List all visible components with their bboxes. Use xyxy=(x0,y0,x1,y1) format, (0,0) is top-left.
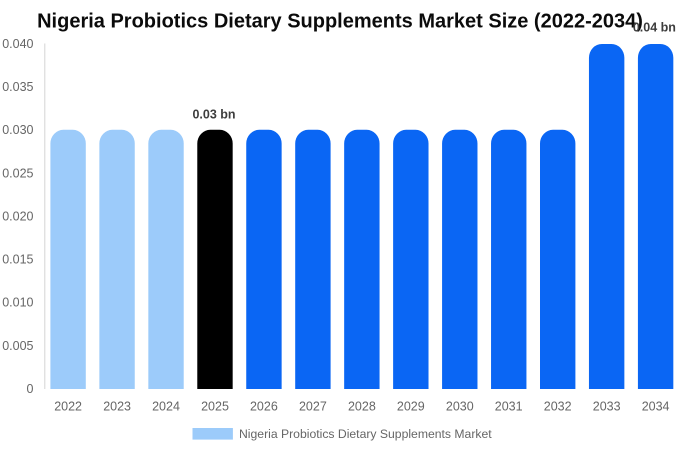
svg-text:0.025: 0.025 xyxy=(2,166,33,180)
svg-text:0.030: 0.030 xyxy=(2,123,33,137)
svg-text:2028: 2028 xyxy=(348,400,376,414)
svg-text:0.03 bn: 0.03 bn xyxy=(192,107,235,121)
svg-text:2023: 2023 xyxy=(103,400,131,414)
svg-text:0.035: 0.035 xyxy=(2,80,33,94)
svg-text:0.04 bn: 0.04 bn xyxy=(633,21,676,35)
svg-text:2032: 2032 xyxy=(544,400,572,414)
svg-text:2034: 2034 xyxy=(642,400,670,414)
svg-text:2025: 2025 xyxy=(201,400,229,414)
svg-text:2030: 2030 xyxy=(446,400,474,414)
svg-text:2022: 2022 xyxy=(54,400,82,414)
svg-text:Nigeria Probiotics Dietary Sup: Nigeria Probiotics Dietary Supplements M… xyxy=(239,427,492,441)
svg-text:2033: 2033 xyxy=(593,400,621,414)
svg-text:0.010: 0.010 xyxy=(2,296,33,310)
svg-text:2026: 2026 xyxy=(250,400,278,414)
svg-text:0: 0 xyxy=(27,382,34,396)
svg-text:0.020: 0.020 xyxy=(2,209,33,223)
svg-text:2029: 2029 xyxy=(397,400,425,414)
svg-text:2024: 2024 xyxy=(152,400,180,414)
svg-text:0.015: 0.015 xyxy=(2,253,33,267)
svg-text:0.005: 0.005 xyxy=(2,339,33,353)
svg-text:0.040: 0.040 xyxy=(2,37,33,51)
svg-text:Nigeria Probiotics Dietary Sup: Nigeria Probiotics Dietary Supplements M… xyxy=(37,11,643,33)
svg-text:2027: 2027 xyxy=(299,400,327,414)
svg-text:2031: 2031 xyxy=(495,400,523,414)
